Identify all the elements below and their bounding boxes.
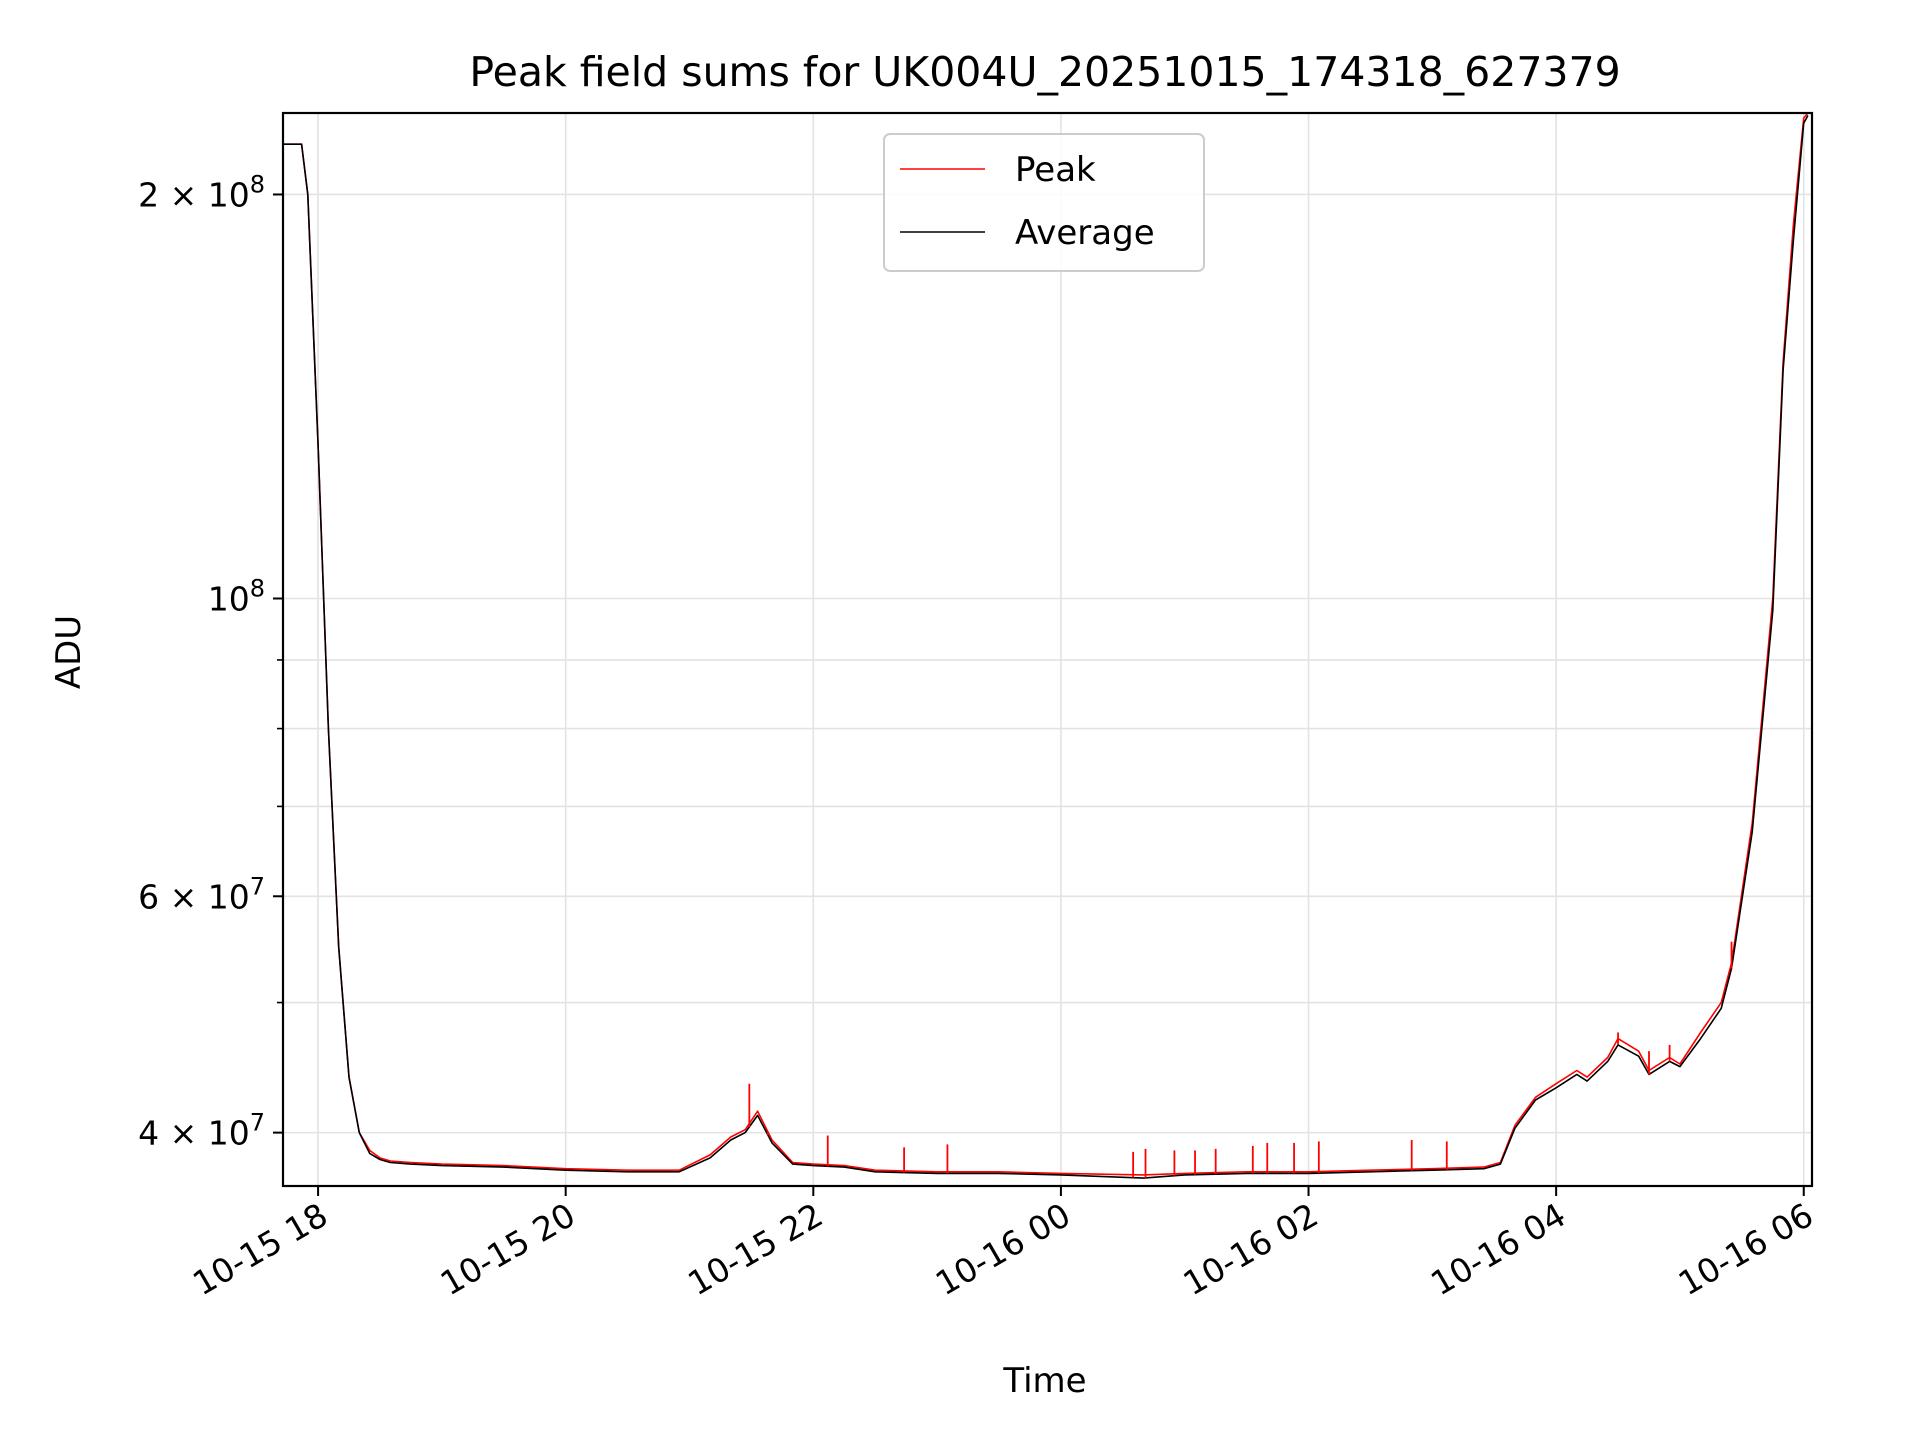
y-tick-label: 2 × 108 [138,170,265,214]
legend: Peak Average [883,133,1205,272]
plot-frame [281,111,1814,1188]
x-axis-label: Time [1002,1361,1086,1401]
legend-label-average: Average [1015,213,1155,253]
y-tick-label: 6 × 107 [138,872,265,916]
series-layer [283,113,1809,1179]
series-line-peak [283,113,1809,1176]
chart-title: Peak field sums for UK004U_20251015_1743… [469,48,1620,96]
plot-area [283,113,1809,1179]
y-tick-label: 108 [208,575,265,619]
y-axis-label: ADU [49,615,89,689]
series-line-average [283,115,1809,1179]
y-tick-label: 4 × 107 [138,1109,265,1153]
legend-label-peak: Peak [1015,150,1096,190]
y-axis: 4 × 107 6 × 107 108 2 × 108 [138,170,283,1153]
